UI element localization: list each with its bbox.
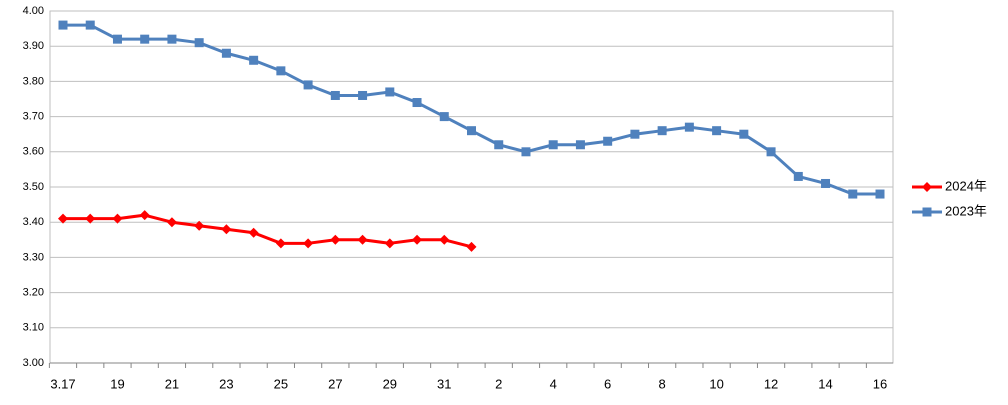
x-tick-label: 14 [818, 376, 832, 391]
y-tick-label: 3.70 [23, 111, 44, 123]
x-tick-label: 10 [709, 376, 723, 391]
point [221, 224, 232, 235]
point [330, 90, 340, 100]
x-tick-label: 31 [437, 376, 451, 391]
point [249, 55, 259, 65]
point [575, 140, 585, 150]
x-tick-label: 21 [165, 376, 179, 391]
x-tick-label: 3.17 [50, 376, 75, 391]
legend-label: 2023年 [945, 203, 987, 218]
x-tick-label: 2 [495, 376, 502, 391]
y-tick-label: 3.20 [23, 287, 44, 299]
point [221, 48, 231, 58]
y-tick-label: 4.00 [23, 5, 44, 17]
point [385, 87, 395, 97]
point [821, 178, 831, 188]
y-tick-label: 3.50 [23, 181, 44, 193]
point [330, 234, 341, 245]
series-line [63, 213, 472, 249]
series-line [63, 23, 880, 196]
point [194, 38, 204, 48]
y-tick-label: 3.30 [23, 251, 44, 263]
point [167, 34, 177, 44]
point [548, 140, 558, 150]
point [521, 147, 531, 157]
point [603, 136, 613, 146]
x-tick-label: 19 [110, 376, 124, 391]
point [875, 189, 885, 199]
point [739, 129, 749, 139]
x-tick-label: 29 [383, 376, 397, 391]
point [494, 140, 504, 150]
legend-marker [922, 182, 932, 192]
x-tick-label: 16 [873, 376, 887, 391]
point [412, 234, 423, 245]
point [194, 220, 205, 231]
point [793, 171, 803, 181]
point [657, 126, 667, 136]
point [85, 20, 95, 30]
point [766, 147, 776, 157]
x-tick-label: 12 [764, 376, 778, 391]
y-tick-label: 3.40 [23, 216, 44, 228]
point [848, 189, 858, 199]
point [412, 98, 422, 108]
point [358, 90, 368, 100]
point [112, 213, 123, 224]
x-tick-label: 23 [219, 376, 233, 391]
y-tick-label: 3.00 [23, 357, 44, 369]
point [357, 234, 368, 245]
point [248, 227, 259, 238]
point [439, 112, 449, 122]
x-tick-label: 27 [328, 376, 342, 391]
point [303, 80, 313, 90]
point [684, 122, 694, 132]
point [58, 213, 68, 224]
y-tick-label: 3.60 [23, 146, 44, 158]
legend-marker [922, 207, 932, 217]
point [139, 210, 150, 221]
point [112, 34, 122, 44]
point [140, 34, 150, 44]
legend-label: 2024年 [945, 178, 987, 193]
point [166, 217, 177, 228]
x-tick-label: 8 [659, 376, 666, 391]
point [712, 126, 722, 136]
x-tick-label: 4 [550, 376, 557, 391]
point [466, 241, 477, 252]
point [275, 238, 286, 249]
x-tick-label: 6 [604, 376, 611, 391]
point [439, 234, 450, 245]
y-tick-label: 3.90 [23, 40, 44, 52]
point [303, 238, 314, 249]
point [467, 126, 476, 136]
point [85, 213, 96, 224]
x-tick-label: 25 [274, 376, 288, 391]
point [58, 20, 68, 30]
point [630, 129, 640, 139]
point [384, 238, 395, 249]
y-tick-label: 3.10 [23, 322, 44, 334]
point [276, 66, 286, 76]
y-tick-label: 3.80 [23, 75, 44, 87]
